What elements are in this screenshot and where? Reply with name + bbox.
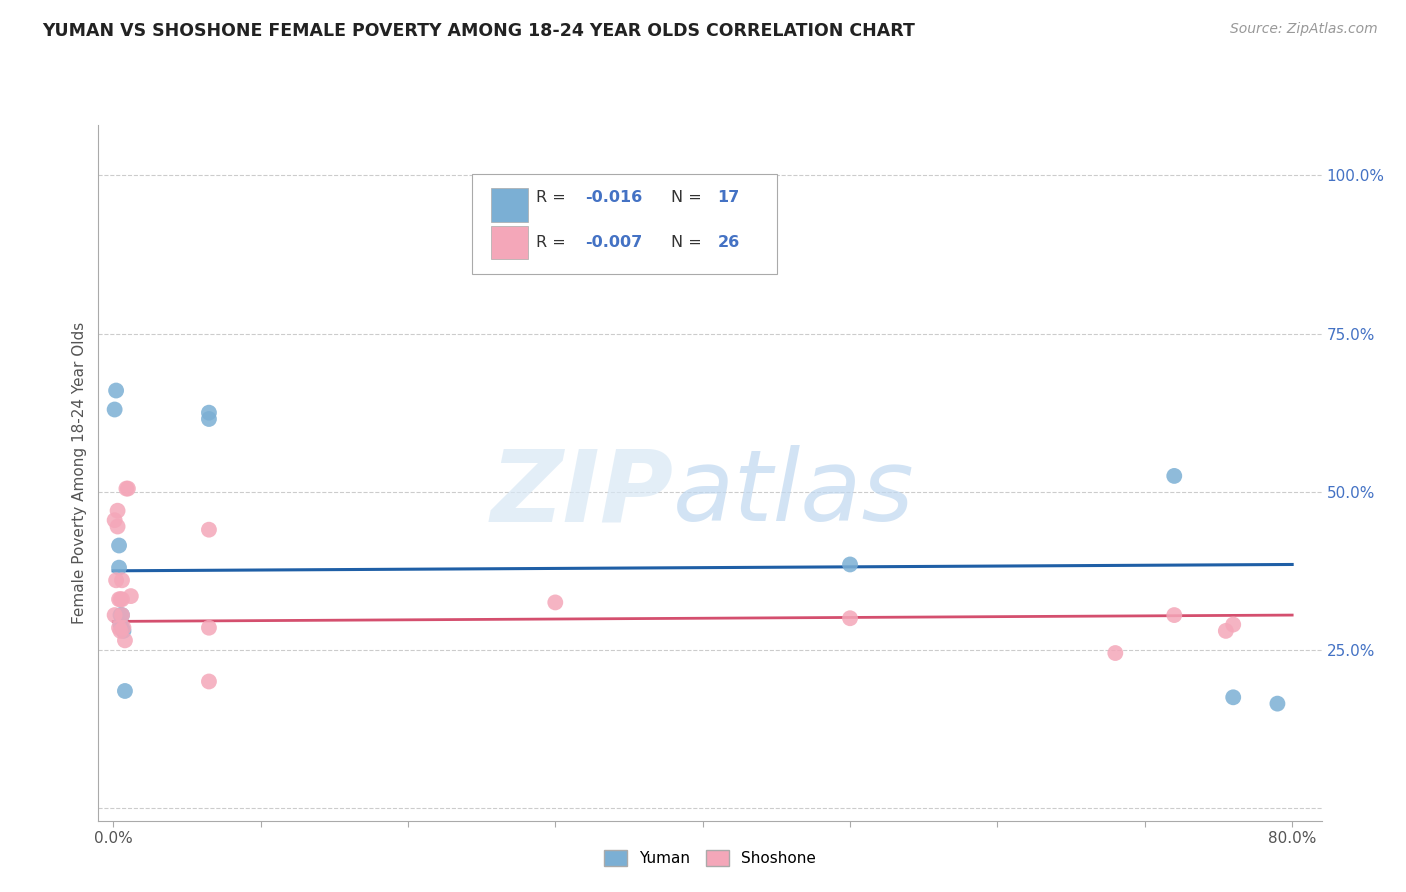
Point [114, 633, 136, 648]
Point [1222, 617, 1244, 632]
Point [1222, 690, 1244, 705]
Point [117, 482, 139, 496]
Point [112, 621, 135, 635]
Text: 26: 26 [717, 235, 740, 250]
Point [108, 592, 131, 607]
Point [108, 621, 131, 635]
Point [1267, 697, 1289, 711]
Point [1104, 646, 1126, 660]
Legend: Yuman, Shoshone: Yuman, Shoshone [598, 844, 823, 872]
Point [114, 684, 136, 698]
Point [198, 523, 221, 537]
Point [110, 608, 132, 623]
Point [111, 608, 134, 623]
Text: N =: N = [671, 190, 707, 205]
Point [120, 589, 142, 603]
Text: N =: N = [671, 235, 707, 250]
Text: R =: R = [536, 190, 571, 205]
Point [1163, 469, 1185, 483]
Point [115, 482, 138, 496]
Point [104, 402, 127, 417]
Point [110, 617, 132, 632]
Point [112, 624, 135, 638]
Text: atlas: atlas [673, 445, 915, 542]
Y-axis label: Female Poverty Among 18-24 Year Olds: Female Poverty Among 18-24 Year Olds [72, 322, 87, 624]
Point [1215, 624, 1237, 638]
Point [198, 674, 221, 689]
Text: YUMAN VS SHOSHONE FEMALE POVERTY AMONG 18-24 YEAR OLDS CORRELATION CHART: YUMAN VS SHOSHONE FEMALE POVERTY AMONG 1… [42, 22, 915, 40]
Point [105, 574, 128, 588]
FancyBboxPatch shape [471, 174, 778, 275]
Point [104, 608, 127, 623]
Text: -0.016: -0.016 [585, 190, 643, 205]
Point [107, 519, 129, 533]
Point [111, 574, 134, 588]
Point [107, 504, 129, 518]
Point [108, 560, 131, 574]
Point [198, 621, 221, 635]
Point [110, 624, 132, 638]
Text: 17: 17 [717, 190, 740, 205]
FancyBboxPatch shape [491, 226, 527, 260]
Text: R =: R = [536, 235, 571, 250]
Point [108, 539, 131, 553]
Point [111, 608, 134, 623]
Point [839, 611, 862, 625]
Point [839, 558, 862, 572]
FancyBboxPatch shape [491, 188, 527, 221]
Text: ZIP: ZIP [491, 445, 673, 542]
Point [104, 513, 127, 527]
Point [105, 384, 128, 398]
Point [111, 592, 134, 607]
Text: Source: ZipAtlas.com: Source: ZipAtlas.com [1230, 22, 1378, 37]
Point [544, 595, 567, 609]
Point [198, 412, 221, 426]
Point [110, 592, 132, 607]
Point [111, 621, 134, 635]
Text: -0.007: -0.007 [585, 235, 643, 250]
Point [198, 406, 221, 420]
Point [1163, 608, 1185, 623]
